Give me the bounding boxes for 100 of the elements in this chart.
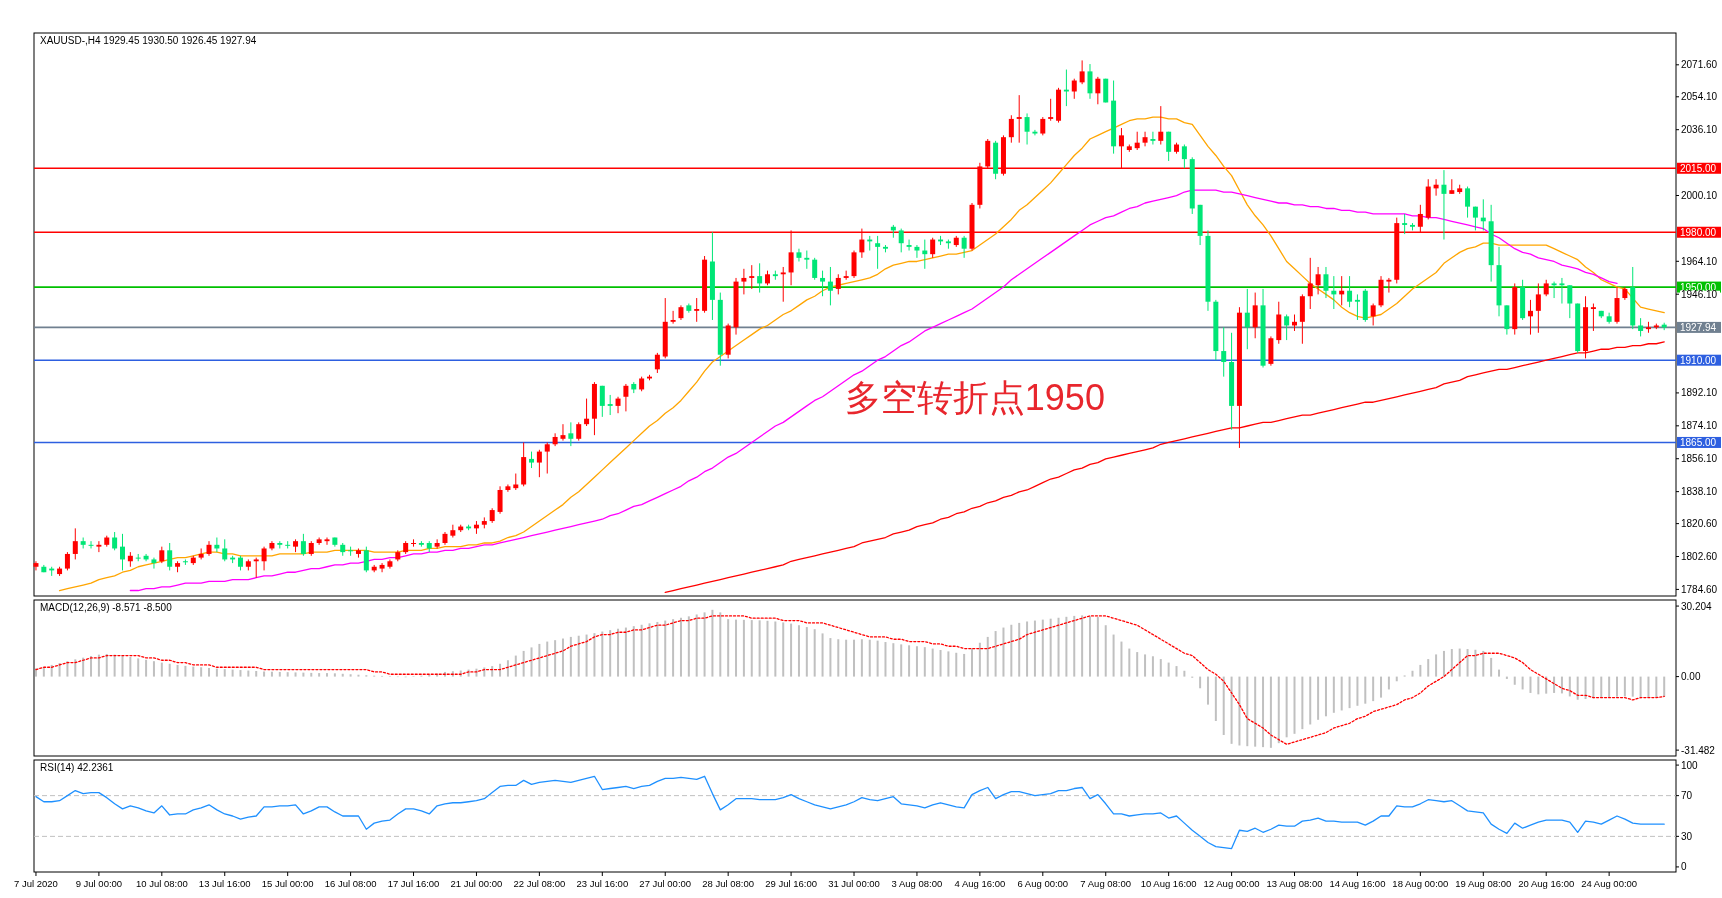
candlestick	[1048, 98, 1054, 122]
bar	[1560, 676, 1563, 694]
bar	[923, 647, 926, 677]
candlestick	[961, 235, 967, 259]
candlestick	[670, 310, 676, 325]
bar	[1167, 662, 1170, 677]
x-tick-label: 9 Jul 00:00	[75, 878, 123, 889]
line-series	[58, 116, 1665, 592]
candlestick	[1244, 288, 1250, 350]
x-tick-label: 13 Jul 16:00	[198, 878, 251, 889]
bar	[1608, 676, 1611, 698]
bar	[1088, 616, 1091, 677]
candlestick	[827, 266, 833, 306]
y-tick-label: 0	[1681, 861, 1687, 873]
bar	[892, 643, 895, 677]
ref-line-label: 1927.94	[1680, 321, 1717, 333]
bar	[1230, 676, 1233, 744]
bar	[1285, 676, 1288, 738]
line-series	[35, 615, 1665, 745]
x-tick-label: 16 Jul 08:00	[324, 878, 377, 889]
y-tick-label: 2071.60	[1681, 59, 1718, 71]
bar	[1206, 676, 1209, 705]
bar	[546, 641, 549, 677]
candlestick	[1315, 266, 1321, 295]
candlestick	[1095, 76, 1101, 105]
x-tick-label: 14 Aug 16:00	[1329, 878, 1386, 889]
candlestick	[324, 537, 330, 546]
candlestick	[1008, 114, 1014, 144]
bar	[1246, 676, 1249, 747]
candlestick	[906, 239, 912, 252]
candlestick	[898, 228, 904, 253]
bar	[310, 672, 313, 677]
bar	[1277, 676, 1280, 744]
bar	[837, 639, 840, 677]
x-tick-label: 18 Aug 00:00	[1392, 878, 1449, 889]
bar	[1513, 676, 1516, 685]
y-tick-label: 1784.60	[1681, 583, 1718, 595]
bar	[530, 647, 533, 677]
bar	[577, 635, 580, 677]
candlestick	[450, 524, 456, 539]
candlestick	[1354, 293, 1360, 321]
bar	[1159, 659, 1162, 677]
candlestick	[1040, 116, 1046, 136]
bar	[978, 642, 981, 677]
y-tick-label: 1838.10	[1681, 486, 1718, 498]
candlestick	[1087, 63, 1093, 100]
bar	[782, 622, 785, 677]
candlestick	[261, 546, 267, 571]
line-series	[129, 189, 1618, 592]
y-tick-label: 1964.10	[1681, 255, 1718, 267]
ref-line-label: 1980.00	[1680, 226, 1717, 238]
x-tick-label: 10 Jul 08:00	[135, 878, 188, 889]
y-tick-label: 2054.10	[1681, 91, 1718, 103]
y-tick-label: 30	[1681, 830, 1693, 842]
x-tick-label: 12 Aug 00:00	[1203, 878, 1260, 889]
candlestick	[1567, 284, 1573, 319]
candlestick	[1347, 275, 1353, 308]
bar	[1309, 676, 1312, 725]
ref-line-label: 2015.00	[1680, 162, 1717, 174]
candlestick	[607, 394, 613, 416]
bar	[1096, 617, 1099, 677]
bar	[1663, 676, 1666, 697]
bar	[1214, 676, 1217, 721]
x-tick-label: 29 Jul 16:00	[765, 878, 817, 889]
candlestick	[1590, 303, 1596, 332]
bar	[90, 656, 93, 677]
bar	[963, 653, 966, 677]
bar	[813, 629, 816, 677]
bar	[1537, 676, 1540, 695]
bar	[74, 659, 77, 677]
bar	[1262, 676, 1265, 748]
candlestick	[1158, 105, 1164, 145]
bar	[1081, 615, 1084, 677]
x-tick-label: 19 Aug 08:00	[1455, 878, 1512, 889]
candlestick	[623, 383, 629, 412]
candlestick	[198, 547, 204, 560]
bar	[1340, 676, 1343, 711]
bar	[1411, 670, 1414, 677]
candlestick	[1024, 112, 1030, 145]
bar	[1600, 676, 1603, 698]
candlestick	[1016, 94, 1022, 144]
bar	[1144, 654, 1147, 677]
candlestick	[749, 264, 755, 290]
y-tick-label: 1892.10	[1681, 387, 1718, 399]
candlestick	[694, 297, 700, 323]
bar	[829, 638, 832, 677]
bar	[318, 673, 321, 677]
bar	[971, 648, 974, 677]
bar	[939, 649, 942, 677]
bar	[145, 659, 148, 677]
candlestick	[1142, 131, 1148, 147]
candlestick	[804, 250, 810, 270]
x-tick-label: 17 Jul 16:00	[387, 878, 440, 889]
bar	[1112, 634, 1115, 677]
bar	[1332, 676, 1335, 713]
bar	[1482, 650, 1485, 677]
x-tick-label: 28 Jul 08:00	[702, 878, 755, 889]
bar	[200, 667, 203, 677]
bar	[876, 640, 879, 677]
candlestick	[112, 531, 118, 551]
